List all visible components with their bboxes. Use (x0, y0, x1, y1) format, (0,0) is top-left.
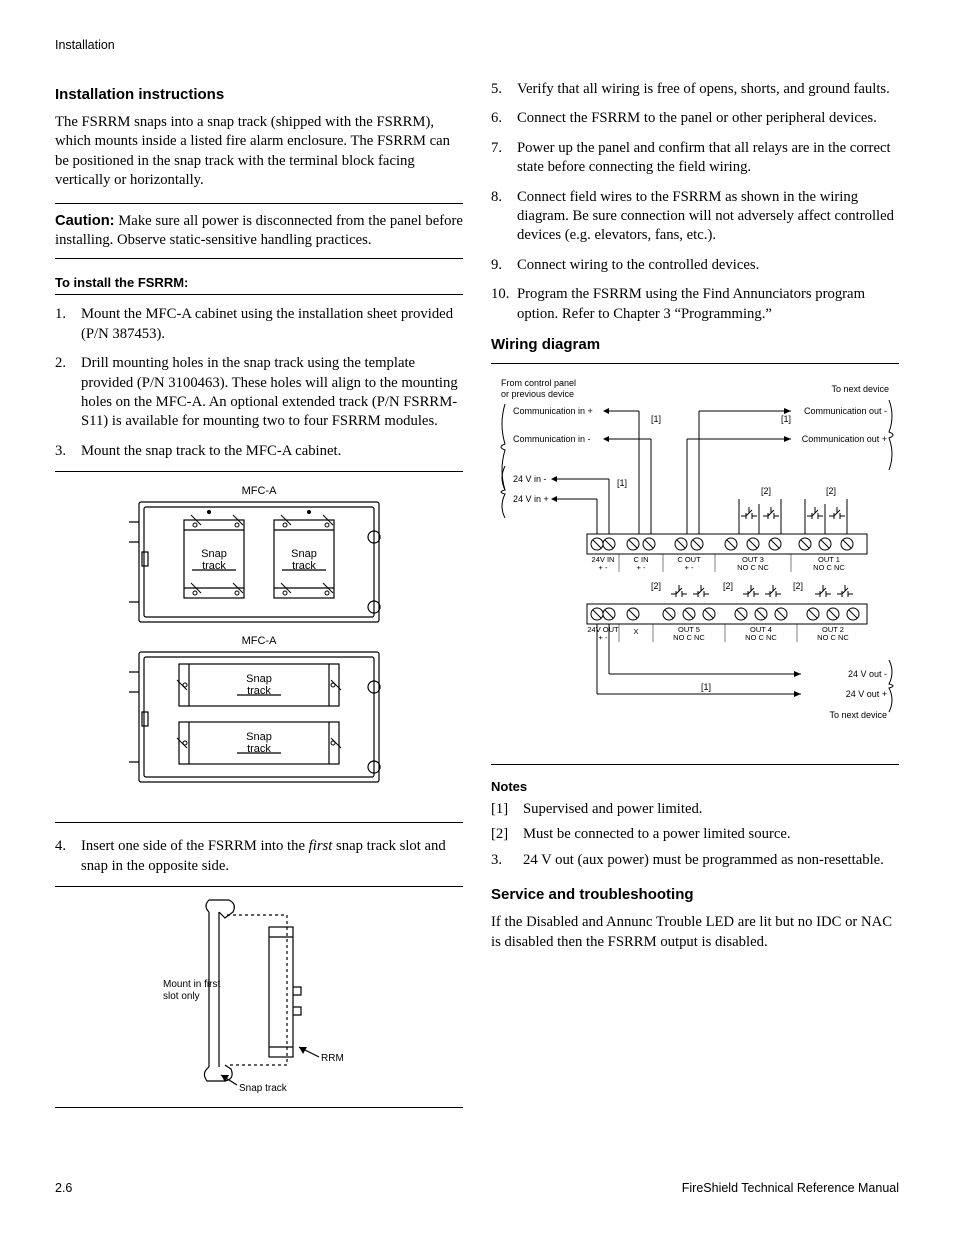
svg-text:Mount in first: Mount in first (163, 979, 220, 990)
install-step-4: 4. Insert one side of the FSRRM into the… (55, 837, 463, 876)
svg-text:Snap: Snap (201, 548, 227, 560)
svg-text:X: X (633, 627, 638, 636)
heading-installation-instructions: Installation instructions (55, 86, 463, 103)
heading-notes: Notes (491, 779, 899, 794)
svg-text:NO C NC: NO C NC (745, 633, 777, 642)
heading-wiring-diagram: Wiring diagram (491, 336, 899, 353)
footer-page-number: 2.6 (55, 1181, 72, 1195)
footer-doc-title: FireShield Technical Reference Manual (682, 1181, 899, 1195)
svg-text:Communication out -: Communication out - (804, 406, 887, 416)
right-column: 5.Verify that all wiring is free of open… (491, 80, 899, 1122)
svg-text:[2]: [2] (761, 486, 771, 496)
svg-text:slot only: slot only (163, 991, 200, 1002)
step-9: 9.Connect wiring to the controlled devic… (491, 256, 899, 275)
step-1: 1.Mount the MFC-A cabinet using the inst… (55, 305, 463, 344)
note-1: [1]Supervised and power limited. (491, 800, 899, 819)
svg-text:MFC-A: MFC-A (242, 485, 277, 497)
svg-text:24 V in +: 24 V in + (513, 494, 549, 504)
svg-text:Snap: Snap (291, 548, 317, 560)
svg-text:[1]: [1] (651, 414, 661, 424)
step-4: 4. Insert one side of the FSRRM into the… (55, 837, 463, 876)
svg-text:24 V in -: 24 V in - (513, 474, 547, 484)
svg-text:To next device: To next device (829, 710, 887, 720)
svg-text:[2]: [2] (723, 581, 733, 591)
svg-text:Communication in +: Communication in + (513, 406, 593, 416)
svg-text:[1]: [1] (781, 414, 791, 424)
figure-mfca-cabinets: MFC-A Snap track (55, 471, 463, 823)
svg-text:[2]: [2] (826, 486, 836, 496)
svg-text:To next device: To next device (831, 384, 889, 394)
heading-service-troubleshooting: Service and troubleshooting (491, 886, 899, 903)
two-column-layout: Installation instructions The FSRRM snap… (55, 80, 899, 1122)
rrm-svg: Mount in first slot only RRM Snap track (149, 897, 369, 1097)
svg-text:NO C NC: NO C NC (673, 633, 705, 642)
svg-text:Communication out +: Communication out + (802, 434, 887, 444)
wiring-svg: From control panel or previous device To… (491, 374, 899, 754)
step-6: 6.Connect the FSRRM to the panel or othe… (491, 109, 899, 128)
install-steps-1-3: 1.Mount the MFC-A cabinet using the inst… (55, 305, 463, 461)
figure-wiring-diagram: From control panel or previous device To… (491, 363, 899, 765)
svg-text:[1]: [1] (617, 478, 627, 488)
para-service: If the Disabled and Annunc Trouble LED a… (491, 913, 899, 952)
svg-text:Snap: Snap (246, 731, 272, 743)
step-3: 3.Mount the snap track to the MFC-A cabi… (55, 442, 463, 461)
svg-text:+ -: + - (637, 563, 646, 572)
step-7: 7.Power up the panel and confirm that al… (491, 139, 899, 178)
svg-text:NO C NC: NO C NC (813, 563, 845, 572)
note-3: 3.24 V out (aux power) must be programme… (491, 851, 899, 870)
svg-text:NO C NC: NO C NC (737, 563, 769, 572)
svg-text:Snap: Snap (246, 673, 272, 685)
install-steps-5-10: 5.Verify that all wiring is free of open… (491, 80, 899, 324)
svg-text:+ -: + - (685, 563, 694, 572)
caution-text: Make sure all power is disconnected from… (55, 213, 463, 248)
svg-text:[2]: [2] (651, 581, 661, 591)
para-intro: The FSRRM snaps into a snap track (shipp… (55, 113, 463, 191)
svg-text:[2]: [2] (793, 581, 803, 591)
svg-text:From control panel: From control panel (501, 378, 576, 388)
step-8: 8.Connect field wires to the FSRRM as sh… (491, 188, 899, 246)
note-2: [2]Must be connected to a power limited … (491, 825, 899, 844)
caution-label: Caution: (55, 213, 115, 229)
svg-text:[1]: [1] (701, 682, 711, 692)
svg-text:Snap track: Snap track (239, 1083, 288, 1094)
svg-text:+ -: + - (599, 563, 608, 572)
svg-text:MFC-A: MFC-A (242, 635, 277, 647)
step-2: 2.Drill mounting holes in the snap track… (55, 354, 463, 432)
page-header: Installation (55, 38, 899, 52)
caution-box: Caution: Make sure all power is disconne… (55, 203, 463, 260)
page-footer: 2.6 FireShield Technical Reference Manua… (55, 1181, 899, 1195)
svg-text:or previous device: or previous device (501, 389, 574, 399)
step-10: 10.Program the FSRRM using the Find Annu… (491, 285, 899, 324)
svg-text:24 V out -: 24 V out - (848, 669, 887, 679)
svg-text:+ -: + - (599, 633, 608, 642)
mfca-svg: MFC-A Snap track (109, 482, 409, 812)
svg-text:Communication in -: Communication in - (513, 434, 591, 444)
left-column: Installation instructions The FSRRM snap… (55, 80, 463, 1122)
svg-text:NO C NC: NO C NC (817, 633, 849, 642)
svg-text:RRM: RRM (321, 1053, 344, 1064)
header-section-label: Installation (55, 38, 115, 52)
step-5: 5.Verify that all wiring is free of open… (491, 80, 899, 99)
subheading-to-install: To install the FSRRM: (55, 275, 463, 295)
figure-rrm-snaptrack: Mount in first slot only RRM Snap track (55, 886, 463, 1108)
svg-text:24 V out +: 24 V out + (846, 689, 887, 699)
notes-list: [1]Supervised and power limited. [2]Must… (491, 800, 899, 870)
